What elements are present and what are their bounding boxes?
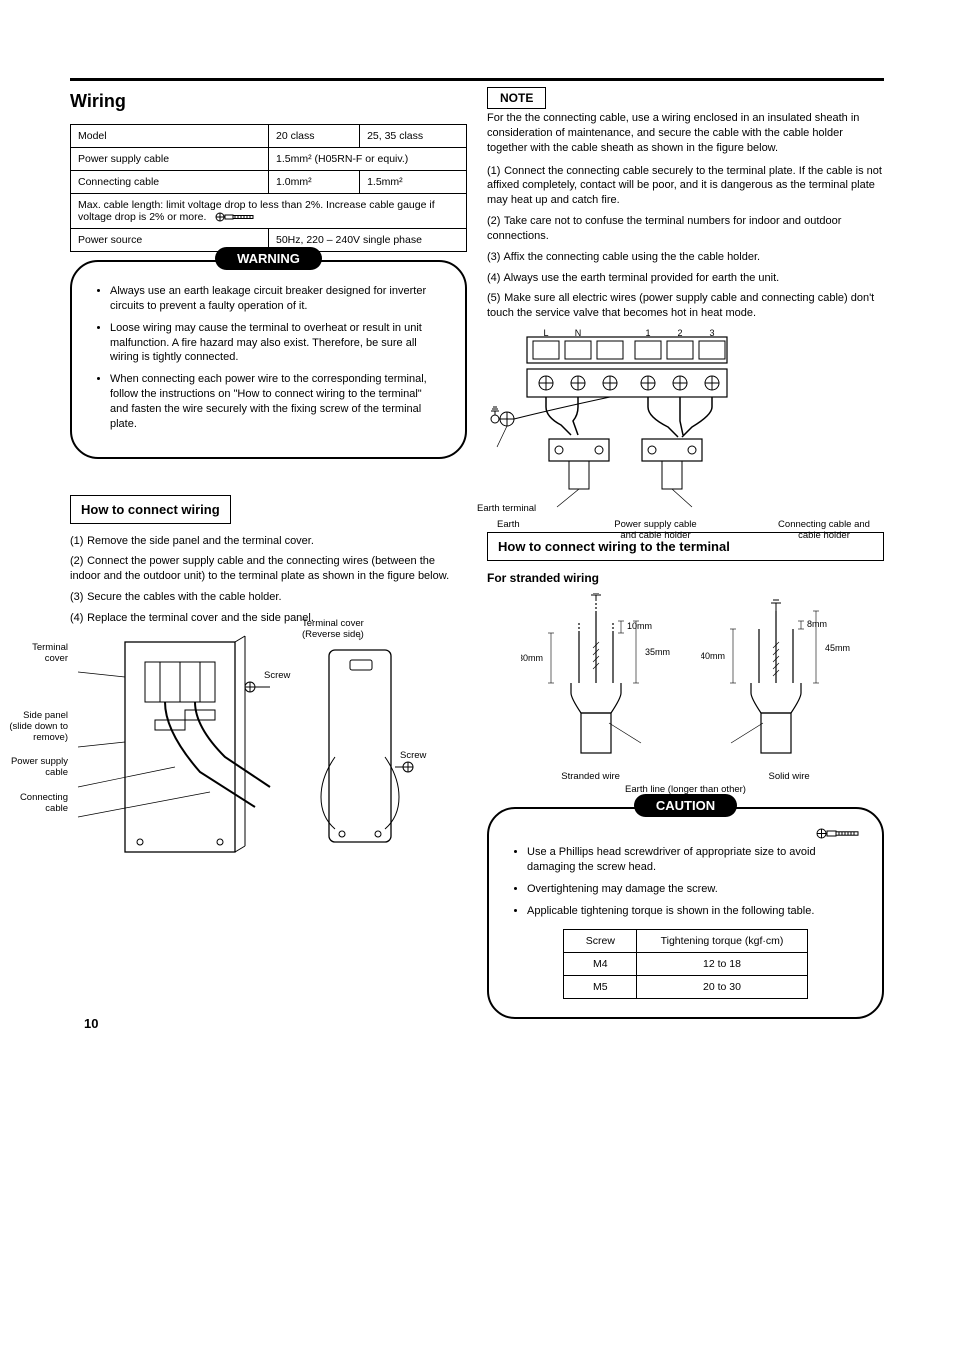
fig-label-screw: Screw [264, 670, 290, 681]
fig-label-power-holder: Power supply cable and cable holder [606, 519, 706, 541]
caution-item: Applicable tightening torque is shown in… [527, 904, 860, 919]
warning-badge: WARNING [215, 247, 322, 270]
cell: Power supply cable [71, 148, 269, 171]
cell: 1.0mm² [269, 171, 360, 194]
step-num: (4) [487, 271, 501, 286]
step-num: (4) [70, 611, 84, 626]
dim: 40mm [701, 651, 725, 661]
fig-label-power-cable: Power supply cable [8, 756, 68, 778]
warning-item: Loose wiring may cause the terminal to o… [110, 321, 443, 366]
fig-label-earth-terminal: Earth terminal [477, 503, 537, 514]
step-text: Connect the connecting cable securely to… [487, 165, 882, 207]
caution-badge: CAUTION [634, 794, 737, 817]
step-num: (1) [70, 534, 84, 549]
svg-text:1: 1 [645, 329, 650, 338]
phillips-screw-icon [816, 828, 860, 839]
svg-text:3: 3 [709, 329, 714, 338]
svg-text:L: L [543, 329, 548, 338]
fig-label-side-panel: Side panel (slide down to remove) [8, 710, 68, 743]
step-text: Take care not to confuse the terminal nu… [487, 215, 841, 242]
step-num: (2) [70, 554, 84, 569]
cell: Connecting cable [71, 171, 269, 194]
fig-label-screw: Screw [400, 750, 426, 761]
terminal-plate-figure: L N 1 2 3 [487, 329, 884, 514]
fig-label-term-cover-reverse: Terminal cover (Reverse side) [302, 618, 402, 640]
cable-note: Max. cable length: limit voltage drop to… [78, 199, 435, 223]
cell: M5 [564, 975, 637, 998]
fig-label-earth: Earth [497, 519, 537, 541]
phillips-screw-icon [215, 212, 255, 222]
dim: 8mm [807, 619, 827, 629]
step-num: (5) [487, 291, 501, 306]
table-row: Max. cable length: limit voltage drop to… [71, 194, 467, 229]
cell: 25, 35 class [360, 125, 467, 148]
dim: 30mm [521, 653, 543, 663]
left-column: Wiring Model 20 class 25, 35 class Power… [70, 91, 467, 1019]
step-num: (3) [70, 590, 84, 605]
step-text: Connect the power supply cable and the c… [70, 555, 449, 582]
caution-item: Overtightening may damage the screw. [527, 882, 860, 897]
note-badge: NOTE [487, 87, 546, 109]
step-text: Always use the earth terminal provided f… [503, 272, 779, 284]
cell: 20 class [269, 125, 360, 148]
heading-wiring: Wiring [70, 91, 467, 112]
note-text: For the the connecting cable, use a wiri… [487, 111, 884, 156]
cell: Max. cable length: limit voltage drop to… [71, 194, 467, 229]
right-column: NOTE For the the connecting cable, use a… [487, 91, 884, 1019]
dim: 35mm [645, 647, 670, 657]
cell: 12 to 18 [637, 952, 807, 975]
step-text: Secure the cables with the cable holder. [87, 591, 281, 603]
side-panel-figure: ↓ [70, 632, 467, 862]
step-text: Remove the side panel and the terminal c… [87, 535, 314, 547]
table-row: Connecting cable 1.0mm² 1.5mm² [71, 171, 467, 194]
section-rule [70, 78, 884, 81]
cell: 1.5mm² [360, 171, 467, 194]
strip-diagrams: 30mm 35mm 10mm [487, 593, 884, 763]
cell: M4 [564, 952, 637, 975]
connect-steps: (1) Remove the side panel and the termin… [70, 534, 467, 626]
svg-text:2: 2 [677, 329, 682, 338]
page-number: 10 [84, 1016, 98, 1031]
step-text: Replace the terminal cover and the side … [87, 612, 314, 624]
fig-label-connecting-cable: Connecting cable [8, 792, 68, 814]
cell: 1.5mm² (H05RN-F or equiv.) [269, 148, 467, 171]
cell-model: Model [71, 125, 269, 148]
wiring-spec-table: Model 20 class 25, 35 class Power supply… [70, 124, 467, 252]
cell: 20 to 30 [637, 975, 807, 998]
step-num: (1) [487, 164, 501, 179]
caution-box: CAUTION Use a Phillips head screwdriver … [487, 807, 884, 1018]
warning-box: WARNING Always use an earth leakage circ… [70, 260, 467, 459]
how-to-connect-heading: How to connect wiring [70, 495, 231, 524]
table-row: Power supply cable 1.5mm² (H05RN-F or eq… [71, 148, 467, 171]
caution-item: Use a Phillips head screwdriver of appro… [527, 845, 860, 875]
th: Screw [564, 929, 637, 952]
dim: 10mm [627, 621, 652, 631]
table-row: Model 20 class 25, 35 class [71, 125, 467, 148]
th: Tightening torque (kgf·cm) [637, 929, 807, 952]
fig-label-conn-holder: Connecting cable and cable holder [774, 519, 874, 541]
step-text: Affix the connecting cable using the the… [503, 251, 760, 263]
step-num: (2) [487, 214, 501, 229]
fig-label-terminal-cover: Terminal cover [8, 642, 68, 664]
svg-text:N: N [575, 329, 582, 338]
torque-table: Screw Tightening torque (kgf·cm) M4 12 t… [563, 929, 807, 999]
fig-label-stranded: Stranded wire [561, 771, 620, 782]
dim: 45mm [825, 643, 850, 653]
sub-sub-heading: For stranded wiring [487, 571, 884, 585]
warning-item: Always use an earth leakage circuit brea… [110, 284, 443, 314]
fig-label-solid: Solid wire [769, 771, 810, 782]
warning-item: When connecting each power wire to the c… [110, 372, 443, 431]
step-num: (3) [487, 250, 501, 265]
step-text: Make sure all electric wires (power supp… [487, 292, 874, 319]
